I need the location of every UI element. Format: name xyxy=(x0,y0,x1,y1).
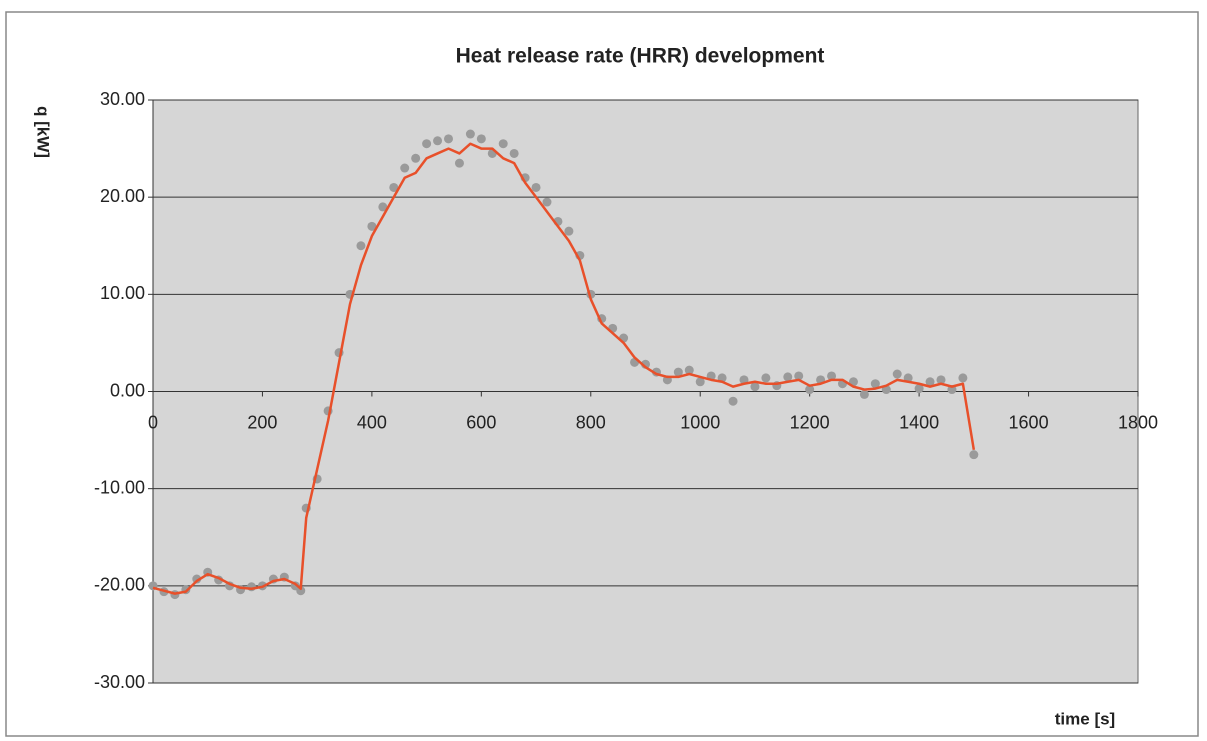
data-point xyxy=(750,382,760,392)
data-point xyxy=(367,221,377,231)
data-point xyxy=(728,396,738,406)
data-point xyxy=(444,134,453,144)
data-point xyxy=(892,369,902,379)
data-point xyxy=(684,365,694,375)
y-tick-label: -20.00 xyxy=(94,575,145,595)
data-point xyxy=(969,450,979,460)
data-point xyxy=(761,373,771,383)
y-axis-title: q [kW] xyxy=(34,106,53,158)
data-point xyxy=(465,129,475,139)
data-point xyxy=(509,148,519,158)
x-tick-label: 1600 xyxy=(1009,412,1049,432)
data-point xyxy=(958,373,968,383)
data-point xyxy=(542,197,552,207)
x-tick-label: 600 xyxy=(466,412,496,432)
x-tick-label: 1200 xyxy=(790,412,830,432)
data-point xyxy=(356,241,366,251)
data-point xyxy=(296,586,306,596)
data-point xyxy=(531,182,541,192)
x-tick-label: 0 xyxy=(148,412,158,432)
y-tick-label: -10.00 xyxy=(94,477,145,497)
data-line xyxy=(152,142,976,595)
data-point xyxy=(378,202,388,212)
data-point xyxy=(433,136,443,146)
data-point xyxy=(936,375,946,385)
data-point xyxy=(192,574,202,584)
y-tick-label: -30.00 xyxy=(94,672,145,692)
chart-title: Heat release rate (HRR) development xyxy=(456,45,825,68)
y-tick-label: 10.00 xyxy=(100,283,145,303)
y-tick-label: 0.00 xyxy=(110,380,145,400)
x-axis-title: time [s] xyxy=(1055,709,1115,728)
y-tick-label: 30.00 xyxy=(100,89,145,109)
data-point xyxy=(827,371,837,381)
x-tick-label: 800 xyxy=(576,412,606,432)
data-point xyxy=(564,226,574,236)
x-tick-label: 1400 xyxy=(899,412,939,432)
x-tick-label: 1800 xyxy=(1118,412,1158,432)
data-point xyxy=(783,372,793,382)
x-tick-label: 200 xyxy=(247,412,277,432)
data-point xyxy=(925,377,935,387)
data-point xyxy=(805,385,815,395)
data-point xyxy=(389,182,399,192)
data-point xyxy=(498,139,508,149)
data-point xyxy=(673,367,683,377)
y-tick-label: 20.00 xyxy=(100,186,145,206)
data-point xyxy=(411,153,421,163)
data-point xyxy=(859,389,869,399)
data-point xyxy=(870,379,880,389)
data-point xyxy=(794,371,804,381)
data-point xyxy=(454,158,464,168)
x-tick-label: 400 xyxy=(357,412,387,432)
data-point xyxy=(400,163,410,173)
data-point xyxy=(914,384,924,394)
data-point xyxy=(422,139,432,149)
data-point xyxy=(695,377,705,387)
x-tick-label: 1000 xyxy=(680,412,720,432)
data-point xyxy=(476,134,486,144)
